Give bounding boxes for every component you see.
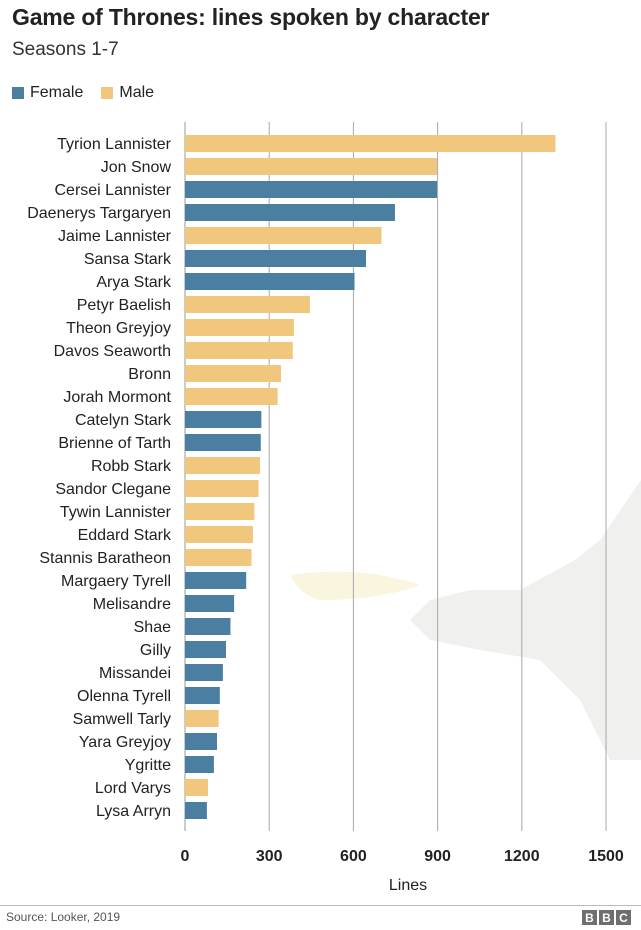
category-label: Cersei Lannister — [55, 182, 172, 199]
bar — [185, 549, 252, 566]
bar — [185, 756, 214, 773]
bar — [185, 618, 231, 635]
category-label: Sandor Clegane — [55, 481, 171, 498]
bar — [185, 181, 438, 198]
bar — [185, 204, 395, 221]
source-note: Source: Looker, 2019 — [6, 910, 121, 924]
bar — [185, 135, 556, 152]
bbc-logo-letter: C — [616, 910, 631, 925]
bar — [185, 641, 226, 658]
footer-divider — [0, 905, 641, 906]
bar — [185, 411, 262, 428]
category-label: Shae — [134, 619, 171, 636]
x-axis-title: Lines — [389, 877, 427, 894]
chart-title: Game of Thrones: lines spoken by charact… — [12, 4, 490, 30]
dragon-fire-illustration — [290, 571, 420, 600]
bbc-logo: B B C — [580, 910, 631, 925]
x-tick-label: 300 — [256, 848, 283, 865]
category-label: Arya Stark — [96, 274, 172, 291]
category-label: Brienne of Tarth — [58, 435, 171, 452]
category-label: Lysa Arryn — [96, 803, 171, 820]
category-label: Yara Greyjoy — [79, 734, 171, 751]
category-label: Jorah Mormont — [63, 389, 171, 406]
category-label: Ygritte — [125, 757, 171, 774]
category-label: Jaime Lannister — [58, 228, 172, 245]
category-label: Tyrion Lannister — [57, 136, 172, 153]
dragon-illustration — [410, 480, 641, 760]
x-tick-label: 1500 — [588, 848, 624, 865]
category-label: Samwell Tarly — [73, 711, 171, 728]
bar — [185, 227, 382, 244]
bar — [185, 802, 207, 819]
x-tick-label: 1200 — [504, 848, 540, 865]
bar — [185, 687, 220, 704]
legend-item-male: Male — [101, 84, 154, 102]
bar — [185, 526, 253, 543]
category-label: Sansa Stark — [84, 251, 172, 268]
chart-subtitle: Seasons 1-7 — [12, 39, 119, 60]
bar — [185, 365, 281, 382]
legend: Female Male — [12, 84, 172, 102]
bar — [185, 710, 219, 727]
bar — [185, 296, 310, 313]
x-tick-label: 0 — [181, 848, 190, 865]
bbc-logo-letter: B — [599, 910, 614, 925]
legend-label-female: Female — [30, 84, 84, 101]
bar — [185, 733, 217, 750]
bar — [185, 503, 255, 520]
x-tick-label: 900 — [424, 848, 451, 865]
category-label: Tywin Lannister — [60, 504, 172, 521]
bar — [185, 572, 247, 589]
bbc-logo-letter: B — [582, 910, 597, 925]
bar — [185, 250, 367, 267]
category-label: Robb Stark — [91, 458, 172, 475]
legend-item-female: Female — [12, 84, 83, 102]
bar — [185, 595, 235, 612]
bar-chart: Tyrion Lannister Jon Snow Cersei Lannister… — [27, 122, 641, 894]
bar — [185, 434, 261, 451]
category-label: Theon Greyjoy — [66, 320, 171, 337]
x-tick-label: 600 — [340, 848, 367, 865]
bar — [185, 664, 223, 681]
category-label: Catelyn Stark — [75, 412, 172, 429]
category-label: Daenerys Targaryen — [27, 205, 171, 222]
category-label: Olenna Tyrell — [77, 688, 171, 705]
bar — [185, 158, 438, 175]
category-label: Lord Varys — [95, 780, 171, 797]
bar — [185, 319, 294, 336]
category-label: Bronn — [128, 366, 171, 383]
category-label: Missandei — [99, 665, 171, 682]
bar — [185, 273, 355, 290]
category-label: Jon Snow — [101, 159, 172, 176]
category-label: Melisandre — [93, 596, 171, 613]
category-label: Gilly — [140, 642, 171, 659]
bar — [185, 779, 209, 796]
category-label: Margaery Tyrell — [61, 573, 171, 590]
legend-swatch-female — [12, 87, 24, 99]
category-label: Stannis Baratheon — [39, 550, 171, 567]
bar — [185, 388, 278, 405]
bar — [185, 457, 260, 474]
bar — [185, 342, 293, 359]
category-label: Eddard Stark — [78, 527, 172, 544]
category-label: Petyr Baelish — [77, 297, 171, 314]
category-label: Davos Seaworth — [54, 343, 171, 360]
bar — [185, 480, 259, 497]
legend-swatch-male — [101, 87, 114, 99]
legend-label-male: Male — [119, 84, 155, 101]
